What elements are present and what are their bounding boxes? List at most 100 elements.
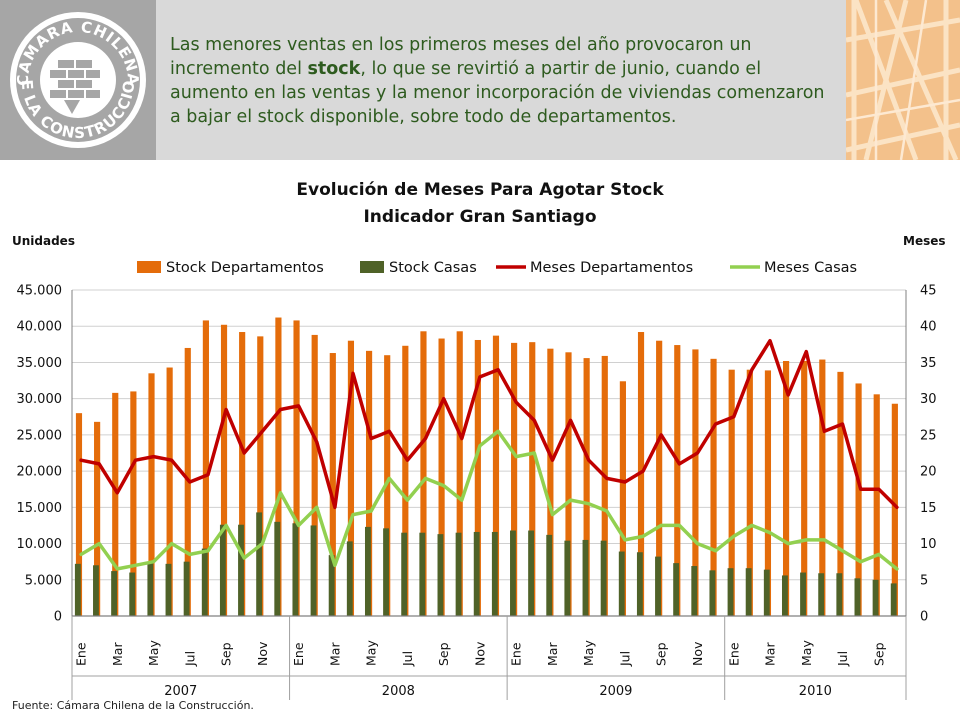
bar-stock-departamentos (257, 336, 264, 616)
bar-stock-departamentos (438, 338, 445, 616)
left-axis-unit: Unidades (12, 234, 75, 248)
y-tick-label-right: 40 (920, 320, 937, 335)
month-tick-label: Jul (400, 651, 415, 667)
bar-stock-departamentos (565, 352, 572, 616)
y-tick-label-left: 0 (54, 610, 62, 625)
bar-stock-departamentos (220, 324, 228, 616)
bar-stock-departamentos (329, 353, 336, 616)
bar-stock-casas (473, 531, 480, 616)
bar-stock-casas (93, 565, 99, 616)
chart-title: Evolución de Meses Para Agotar Stock (296, 180, 664, 200)
bar-stock-departamentos (275, 317, 282, 616)
bar-stock-casas (201, 548, 208, 616)
bar-stock-casas (274, 521, 281, 616)
bar-stock-departamentos (801, 360, 808, 616)
headline-bold-word: stock (307, 59, 361, 79)
bar-stock-casas (564, 540, 571, 616)
legend-label: Stock Casas (389, 260, 477, 276)
month-tick-label: May (581, 640, 596, 666)
bar-stock-departamentos (674, 345, 681, 616)
month-tick-label: Mar (110, 642, 125, 666)
bar-stock-casas (890, 583, 897, 616)
bar-stock-casas (655, 556, 661, 616)
bar-stock-casas (401, 532, 408, 616)
bar-stock-casas (383, 528, 389, 616)
bar-stock-casas (872, 579, 879, 616)
bar-stock-casas (491, 531, 498, 616)
bar-stock-departamentos (112, 392, 119, 616)
bar-stock-departamentos (293, 320, 300, 616)
month-tick-label: Nov (472, 641, 487, 666)
bar-stock-casas (219, 524, 226, 616)
month-tick-label: Sep (654, 642, 669, 666)
bar-stock-casas (147, 563, 154, 616)
bar-stock-casas (129, 572, 136, 616)
month-tick-label: Mar (327, 642, 342, 666)
logo-panel: CAMARA CHILENA DE LA CONSTRUCCION (0, 0, 156, 160)
bar-stock-departamentos (239, 332, 246, 616)
bar-stock-departamentos (402, 345, 409, 616)
legend: Stock Departamentos Stock Casas Meses Depa… (137, 260, 857, 276)
legend-label: Meses Casas (764, 260, 857, 276)
bar-stock-casas (691, 566, 698, 616)
y-tick-label-left: 5.000 (25, 573, 62, 588)
brick-wall-icon (50, 60, 100, 114)
headline-text: Las menores ventas en los primeros meses… (170, 33, 840, 129)
bar-stock-departamentos (764, 370, 772, 616)
bar-stock-departamentos (891, 403, 898, 616)
bar-stock-departamentos (873, 394, 880, 616)
y-tick-label-right: 5 (920, 573, 928, 588)
legend-swatch (137, 261, 161, 273)
lines (79, 338, 899, 571)
bar-stock-casas (238, 524, 244, 616)
bar-stock-casas (165, 563, 172, 616)
bar-stock-departamentos (94, 421, 101, 616)
bar-stock-departamentos (474, 339, 481, 616)
bar-stock-casas (346, 541, 353, 616)
bar-stock-departamentos (347, 340, 355, 616)
legend-swatch (360, 261, 384, 273)
bar-stock-casas (510, 530, 516, 616)
y-tick-label-left: 20.000 (17, 465, 63, 480)
bar-stock-departamentos (492, 335, 500, 616)
bar-stock-departamentos (202, 320, 209, 616)
bar-stock-departamentos (529, 342, 536, 616)
bar-stock-casas (419, 532, 426, 616)
bar-stock-departamentos (456, 331, 463, 616)
month-tick-label: Mar (763, 642, 778, 666)
month-tick-label: May (146, 640, 161, 666)
y-tick-label-left: 10.000 (17, 537, 63, 552)
bar-stock-departamentos (547, 348, 554, 616)
bar-stock-casas (437, 534, 444, 616)
month-tick-label: Sep (219, 642, 234, 666)
bar-stock-departamentos (311, 334, 318, 616)
month-tick-label: Ene (291, 642, 306, 666)
bar-stock-casas (636, 552, 643, 616)
y-tick-label-left: 40.000 (17, 320, 63, 335)
legend-label: Meses Departamentos (530, 260, 693, 276)
grid (72, 289, 906, 617)
year-label: 2009 (599, 684, 632, 699)
bars (74, 317, 898, 616)
bar-stock-casas (818, 573, 825, 616)
chart-subtitle: Indicador Gran Santiago (363, 207, 597, 227)
header-banner: CAMARA CHILENA DE LA CONSTRUCCION Las me… (0, 0, 960, 160)
y-tick-label-left: 15.000 (17, 501, 63, 516)
bar-stock-departamentos (692, 349, 699, 616)
legend-label: Stock Departamentos (166, 260, 324, 276)
bar-stock-departamentos (75, 413, 83, 616)
bar-stock-casas (528, 530, 535, 616)
bar-stock-casas (256, 512, 263, 616)
bar-stock-departamentos (619, 381, 626, 616)
bar-stock-casas (292, 523, 299, 616)
source-note: Fuente: Cámara Chilena de la Construcció… (12, 699, 254, 712)
bar-stock-casas (328, 555, 335, 616)
y-tick-label-right: 30 (920, 392, 937, 407)
bar-stock-casas (836, 573, 843, 616)
y-tick-label-right: 10 (920, 537, 937, 552)
y-tick-label-right: 25 (920, 428, 937, 443)
bar-stock-casas (74, 563, 81, 616)
y-tick-label-right: 0 (920, 610, 928, 625)
month-tick-label: Ene (726, 642, 741, 666)
